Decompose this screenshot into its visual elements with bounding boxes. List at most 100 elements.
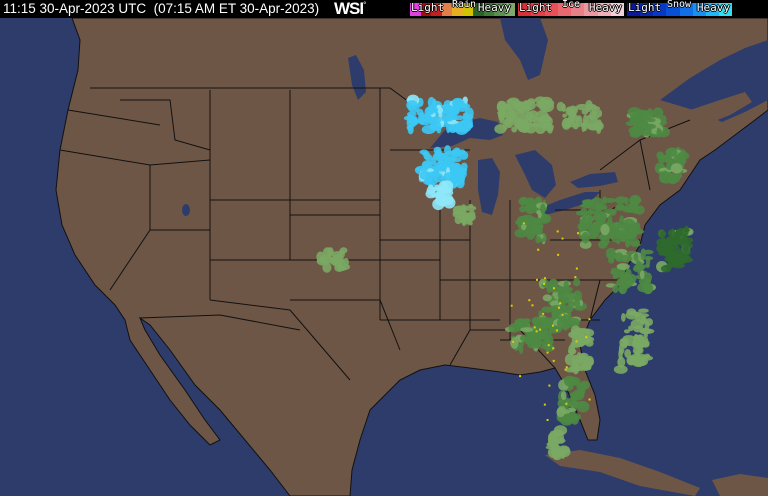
precip-cell [322,262,332,273]
precip-cell [439,198,445,207]
legend-swatch [718,3,732,16]
heavy-rain-cell [588,318,591,321]
precip-cell [573,278,581,287]
precip-cell [670,240,676,246]
precip-cell [644,320,650,330]
precip-cell [586,114,600,120]
precip-cell [606,253,617,259]
precip-cell [549,286,561,293]
precip-cell [676,253,690,263]
precip-cell [422,151,431,157]
precip-cell [657,129,663,136]
precip-cell [567,114,580,123]
precip-cell [592,121,604,131]
precip-cell [339,249,345,259]
heavy-rain-cell [575,267,578,270]
precip-cell [319,256,327,264]
legend-rain-heavy: Heavy [477,1,511,14]
border-line [67,109,161,126]
legend-ice-title: Ice [562,0,581,10]
legend-swatch [420,3,431,16]
precip-cell [537,223,543,236]
precip-cell [600,224,610,236]
precip-cell [670,228,676,241]
precip-cell [638,315,647,325]
precip-cell [543,317,550,329]
great-salt-lake [182,204,190,216]
precip-cell [563,280,569,291]
heavy-rain-cell [537,248,540,251]
precip-cell [433,146,442,155]
precip-cell [605,208,617,215]
precip-cell [621,205,635,213]
precip-cell [547,441,553,447]
precip-cell [518,199,526,205]
precip-cell [520,327,534,333]
precip-cell [419,170,431,181]
precip-cell [571,334,580,345]
precip-cell [610,270,616,275]
precip-cell [673,154,682,164]
precip-cell [660,230,667,237]
precip-cell [505,111,514,124]
legend-swatch [452,3,463,16]
precip-cell [638,126,652,134]
precip-cell [569,363,580,372]
border-line [139,314,301,331]
precip-cell [448,124,458,134]
legend-swatch [692,3,706,16]
heavy-rain-cell [557,306,560,309]
wsi-logo: WSI° [334,0,366,19]
legend-swatch [494,3,505,16]
precip-cell [408,118,420,126]
precip-cell [626,308,637,316]
precip-cell [523,216,531,225]
precip-cell [629,131,641,138]
precip-cell [625,268,632,278]
precip-cell [461,217,467,227]
precip-cell [556,317,567,329]
border-line [639,139,651,191]
heavy-rain-cell [522,222,525,225]
precip-cell [633,334,639,342]
precip-cell [430,161,437,166]
precip-cell [462,116,473,127]
precip-cell [537,116,548,124]
precip-cell [533,321,540,333]
precip-cell [426,186,436,195]
precip-cell [658,171,666,183]
precip-cell [529,223,539,235]
precip-cell [514,228,528,238]
precip-cell [422,160,431,167]
precip-cell [562,113,568,118]
precip-cell [464,107,474,119]
precip-cell [538,334,549,341]
precip-cell [547,126,553,134]
cuba [545,450,700,496]
precip-cell [559,433,565,444]
precip-cell [539,96,553,105]
precip-cell [656,238,666,247]
heavy-rain-cell [528,299,531,302]
heavy-rain-cell [548,384,551,387]
precip-cell [548,326,562,331]
precip-cell [635,341,645,349]
heavy-rain-cell [535,330,538,333]
precip-cell [629,194,641,206]
precip-cell [506,103,512,110]
caribbean-islands [545,92,768,496]
heavy-rain-cell [585,336,588,339]
precip-cell [452,103,461,116]
precip-cell [433,172,444,183]
precip-cell [524,104,532,112]
logo-text: WSI [334,0,364,18]
border-line [589,279,601,321]
precip-cell [568,344,575,355]
precip-cell [560,448,566,460]
precip-cell [572,300,581,307]
legend-swatch [597,3,611,16]
precip-cell [607,215,613,224]
precip-cell [581,231,590,244]
precip-cell [580,216,592,225]
